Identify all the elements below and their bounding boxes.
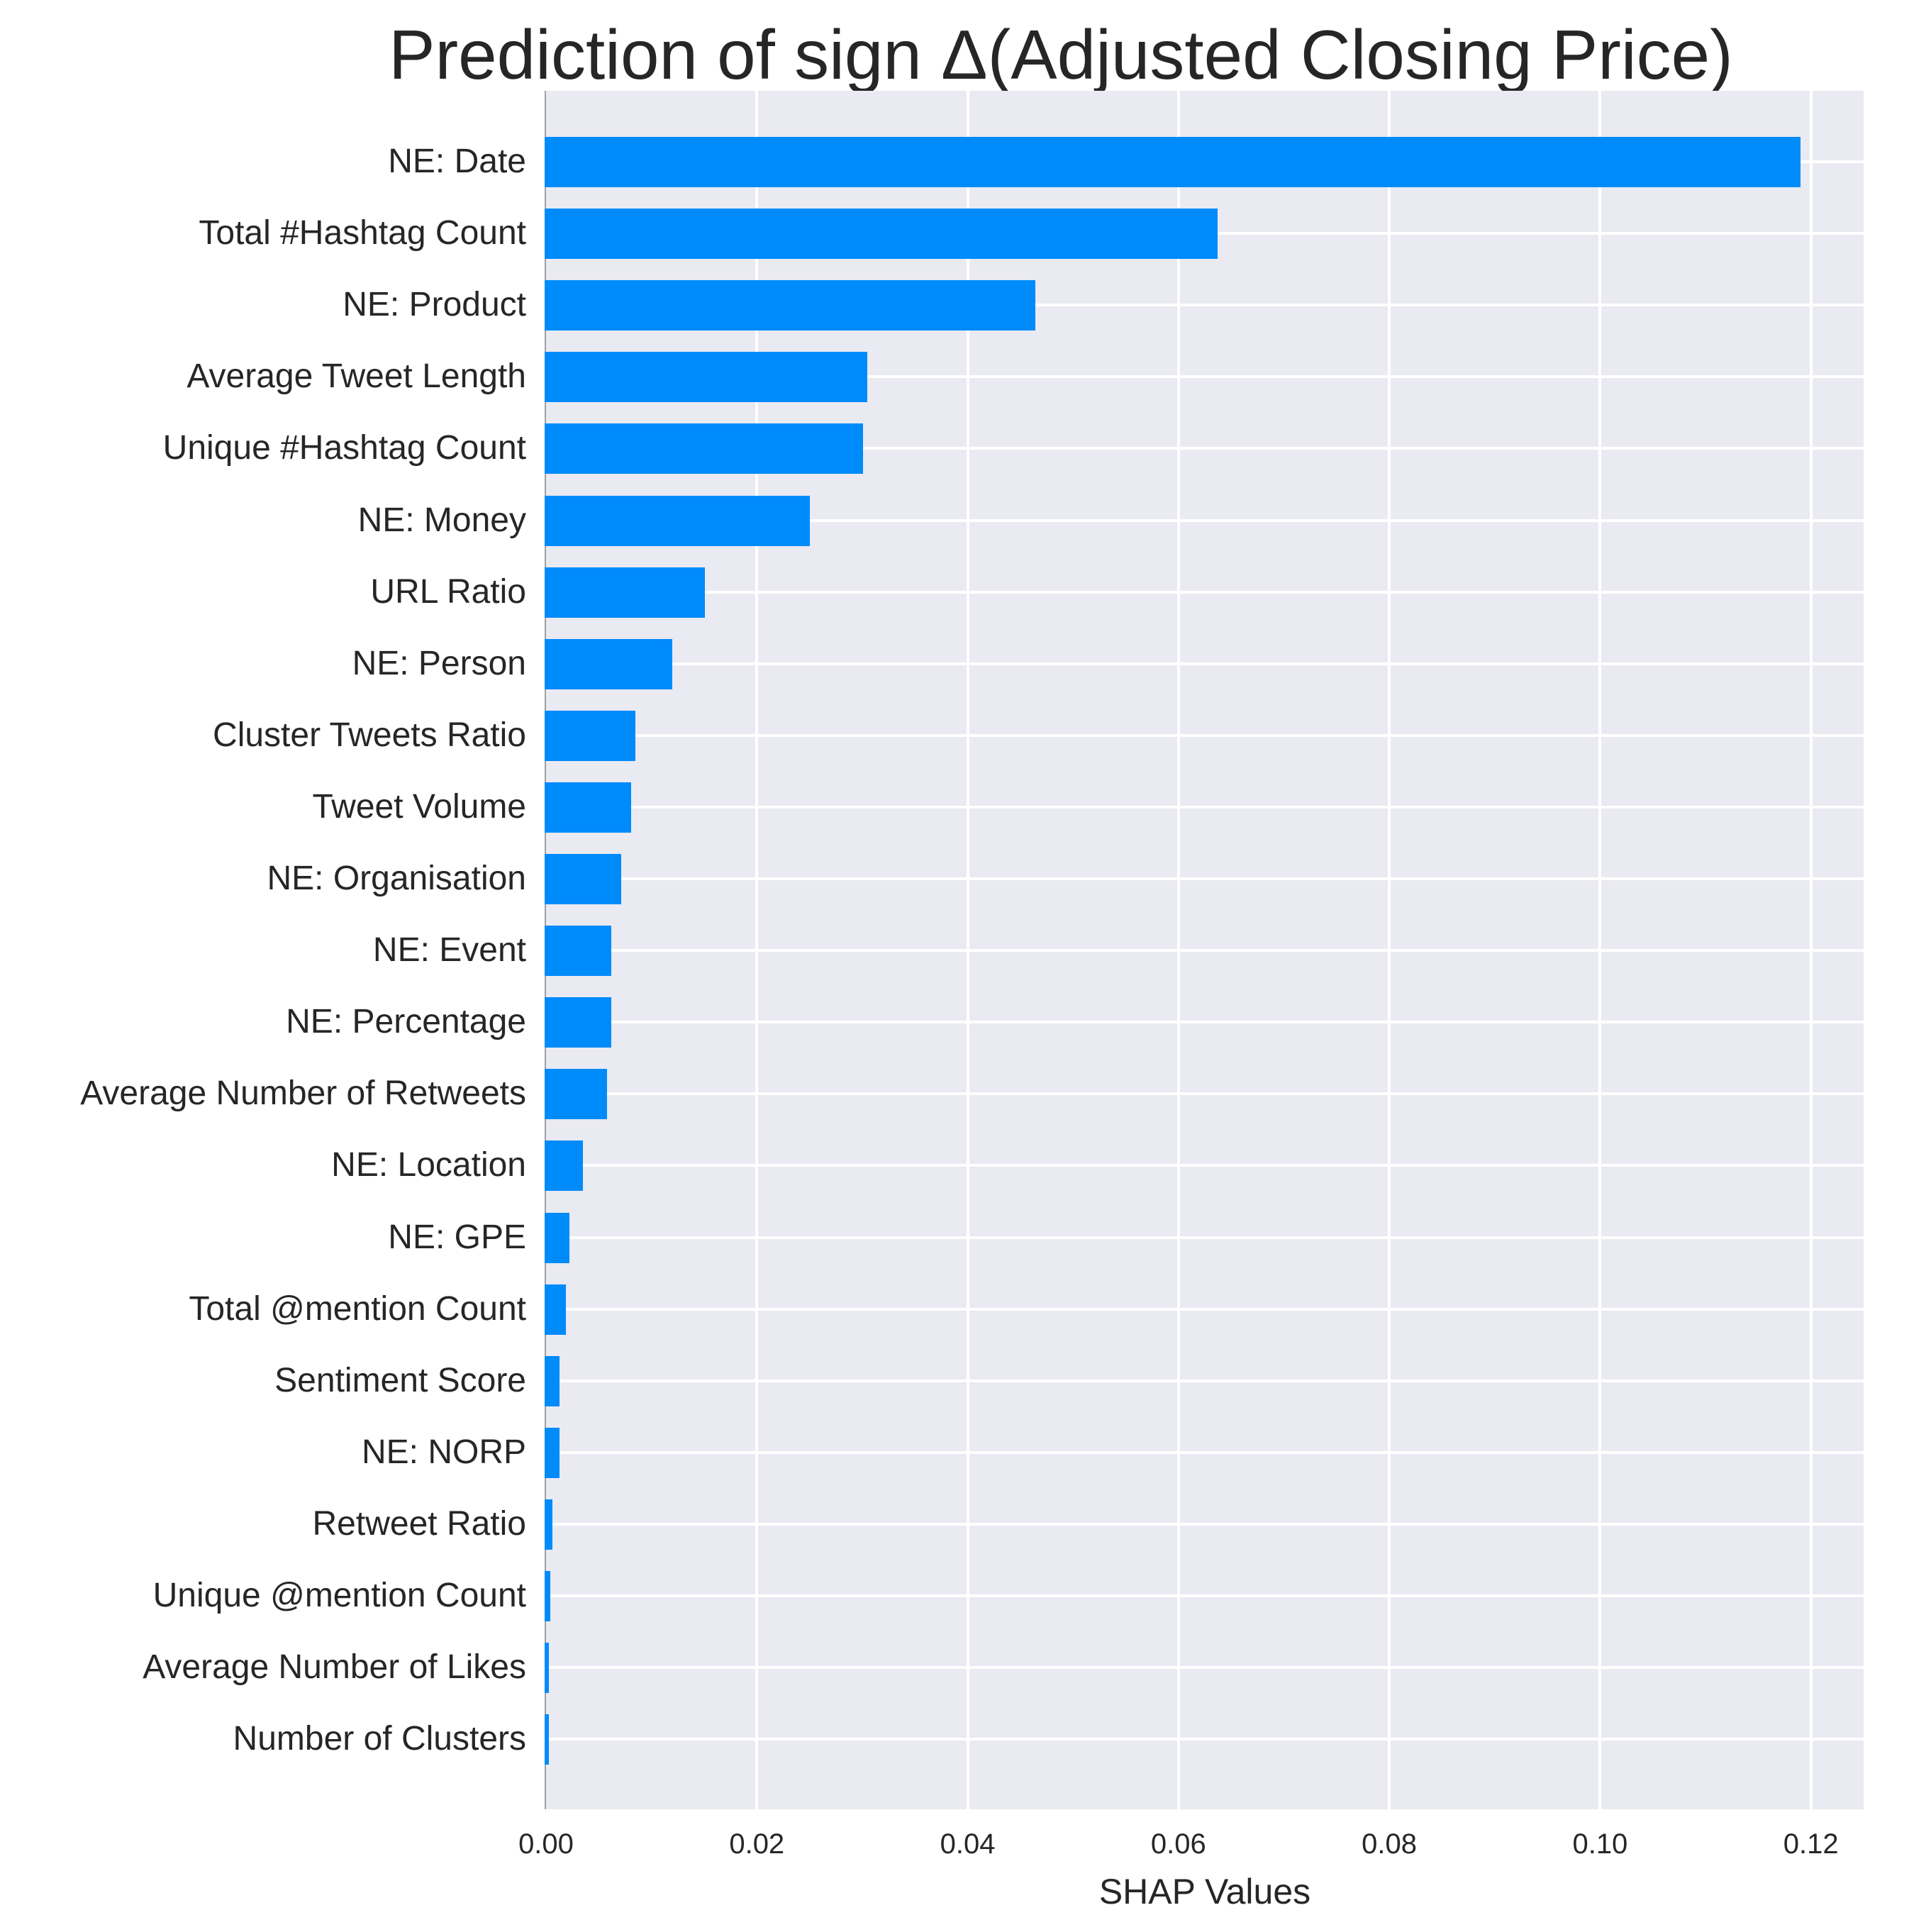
bar <box>545 1714 550 1765</box>
y-tick-label: Retweet Ratio <box>312 1504 526 1543</box>
y-tick-label: NE: Organisation <box>267 860 526 897</box>
y-tick-label: NE: Event <box>372 931 526 970</box>
y-gridline <box>546 1092 1864 1096</box>
x-tick-label: 0.12 <box>1783 1828 1839 1860</box>
y-gridline <box>546 1738 1864 1741</box>
y-gridline <box>546 1021 1864 1024</box>
y-tick-label: Unique #Hashtag Count <box>162 429 526 467</box>
bar <box>545 1571 550 1621</box>
y-tick-label: Average Tweet Length <box>187 357 526 396</box>
y-gridline <box>546 1666 1864 1670</box>
bar <box>545 710 636 761</box>
y-gridline <box>546 518 1864 522</box>
bar <box>545 352 868 403</box>
plot-area <box>545 91 1864 1809</box>
bar <box>545 1069 608 1120</box>
bar <box>545 280 1035 331</box>
bar <box>545 423 864 474</box>
bar <box>545 1355 560 1406</box>
y-gridline <box>546 375 1864 379</box>
bar <box>545 209 1218 260</box>
x-tick-label: 0.04 <box>940 1828 996 1860</box>
x-tick-label: 0.10 <box>1572 1828 1628 1860</box>
y-gridline <box>546 447 1864 450</box>
y-tick-label: NE: NORP <box>361 1433 526 1471</box>
x-axis-label: SHAP Values <box>1098 1872 1311 1911</box>
bar <box>545 997 612 1048</box>
x-tick-label: 0.00 <box>518 1828 574 1860</box>
y-tick-label: NE: Person <box>352 644 526 682</box>
y-tick-label: Tweet Volume <box>312 787 527 826</box>
bar <box>545 1284 567 1335</box>
y-gridline <box>546 949 1864 953</box>
y-gridline <box>546 1594 1864 1597</box>
bar <box>545 1643 550 1694</box>
y-gridline <box>546 304 1864 307</box>
bar <box>545 638 673 689</box>
bar <box>545 1140 584 1192</box>
y-tick-label: NE: Money <box>357 501 526 539</box>
bar <box>545 567 706 618</box>
x-tick-label: 0.08 <box>1362 1828 1418 1860</box>
bar <box>545 1499 552 1550</box>
bar <box>545 495 810 546</box>
y-gridline <box>546 805 1864 809</box>
chart-title: Prediction of sign Δ(Adjusted Closing Pr… <box>389 16 1733 94</box>
y-tick-label: Cluster Tweets Ratio <box>213 716 526 754</box>
y-tick-label: NE: Date <box>388 143 526 180</box>
y-tick-label: Total @mention Count <box>189 1289 526 1328</box>
y-tick-label: Number of Clusters <box>233 1720 526 1758</box>
y-gridline <box>546 590 1864 594</box>
y-tick-label: NE: Product <box>343 286 526 324</box>
bar <box>545 1427 560 1478</box>
y-tick-label: NE: Location <box>331 1146 526 1184</box>
y-tick-label: Average Number of Retweets <box>80 1075 526 1113</box>
y-gridline <box>546 877 1864 880</box>
bar <box>545 137 1801 187</box>
y-gridline <box>546 733 1864 737</box>
y-tick-label: Unique @mention Count <box>152 1577 526 1614</box>
y-gridline <box>546 1236 1864 1239</box>
bar <box>545 1212 569 1263</box>
y-tick-label: NE: Percentage <box>286 1003 526 1041</box>
y-gridline <box>546 1164 1864 1167</box>
bar <box>545 854 621 904</box>
y-tick-label: Sentiment Score <box>274 1361 526 1399</box>
y-gridline <box>546 1379 1864 1382</box>
y-gridline <box>546 1450 1864 1454</box>
y-gridline <box>546 662 1864 665</box>
y-tick-label: NE: GPE <box>388 1218 526 1256</box>
y-tick-label: URL Ratio <box>370 572 526 611</box>
bar <box>545 782 632 833</box>
x-tick-label: 0.06 <box>1150 1828 1206 1860</box>
y-tick-label: Average Number of Likes <box>143 1648 526 1687</box>
bar <box>545 926 612 977</box>
x-tick-label: 0.02 <box>729 1828 785 1860</box>
y-gridline <box>546 1307 1864 1311</box>
y-gridline <box>546 1522 1864 1526</box>
y-tick-label: Total #Hashtag Count <box>199 214 526 252</box>
